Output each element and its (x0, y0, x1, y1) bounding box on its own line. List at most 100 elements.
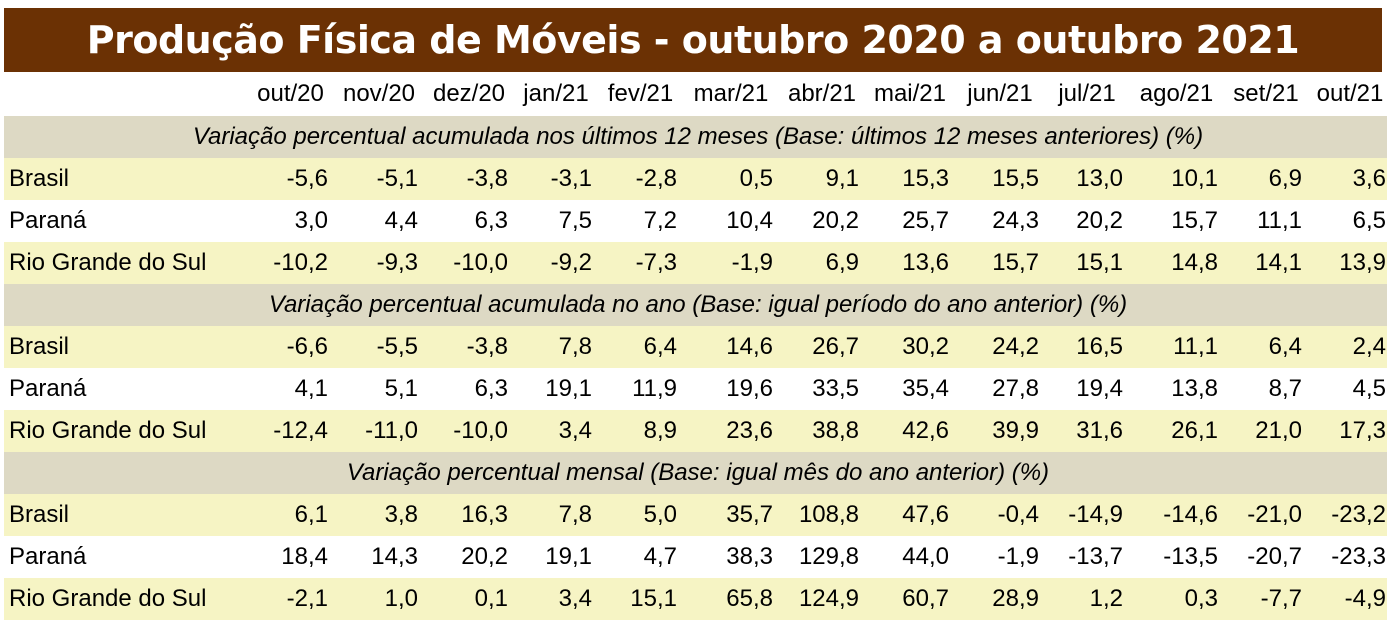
value-cell: -3,8 (424, 158, 514, 200)
column-header: out/21 (1308, 72, 1387, 116)
row-label: Paraná (4, 536, 247, 578)
value-cell: -10,2 (247, 242, 334, 284)
value-cell: 8,9 (598, 410, 683, 452)
value-cell: -23,2 (1308, 494, 1387, 536)
value-cell: 15,1 (598, 578, 683, 620)
value-cell: 108,8 (779, 494, 865, 536)
value-cell: -6,6 (247, 326, 334, 368)
value-cell: 42,6 (865, 410, 955, 452)
row-label: Paraná (4, 200, 247, 242)
value-cell: -10,0 (424, 410, 514, 452)
value-cell: 33,5 (779, 368, 865, 410)
value-cell: 15,5 (955, 158, 1045, 200)
value-cell: 6,3 (424, 368, 514, 410)
section-heading-row: Variação percentual acumulada no ano (Ba… (4, 284, 1387, 326)
row-label: Rio Grande do Sul (4, 242, 247, 284)
header-corner-cell (4, 72, 247, 116)
value-cell: 3,0 (247, 200, 334, 242)
row-label: Brasil (4, 494, 247, 536)
value-cell: 35,4 (865, 368, 955, 410)
value-cell: 28,9 (955, 578, 1045, 620)
value-cell: 19,6 (683, 368, 779, 410)
value-cell: 3,6 (1308, 158, 1387, 200)
column-header: jul/21 (1045, 72, 1129, 116)
value-cell: 3,4 (514, 578, 598, 620)
value-cell: 21,0 (1224, 410, 1308, 452)
value-cell: 19,1 (514, 368, 598, 410)
table-row: Paraná 4,1 5,1 6,3 19,1 11,9 19,6 33,5 35,4 27,8 1… (4, 368, 1387, 410)
column-header: ago/21 (1129, 72, 1224, 116)
table-row: Paraná 3,0 4,4 6,3 7,5 7,2 10,4 20,2 25,7 24,3 20,… (4, 200, 1387, 242)
value-cell: 15,1 (1045, 242, 1129, 284)
column-header: fev/21 (598, 72, 683, 116)
column-header: mai/21 (865, 72, 955, 116)
value-cell: 20,2 (779, 200, 865, 242)
value-cell: -23,3 (1308, 536, 1387, 578)
value-cell: 26,1 (1129, 410, 1224, 452)
table-row: Rio Grande do Sul -10,2 -9,3 -10,0 -9,2 -7,3-… (4, 242, 1387, 284)
value-cell: 65,8 (683, 578, 779, 620)
value-cell: 23,6 (683, 410, 779, 452)
value-cell: 19,1 (514, 536, 598, 578)
value-cell: 27,8 (955, 368, 1045, 410)
table-row: Rio Grande do Sul -2,1 1,0 0,1 3,4 15,1 65,8 12… (4, 578, 1387, 620)
row-label: Rio Grande do Sul (4, 578, 247, 620)
value-cell: -5,1 (334, 158, 424, 200)
value-cell: 18,4 (247, 536, 334, 578)
value-cell: 6,4 (598, 326, 683, 368)
value-cell: 11,1 (1129, 326, 1224, 368)
value-cell: 24,3 (955, 200, 1045, 242)
column-header: jun/21 (955, 72, 1045, 116)
row-label: Rio Grande do Sul (4, 410, 247, 452)
value-cell: -7,7 (1224, 578, 1308, 620)
value-cell: 17,3 (1308, 410, 1387, 452)
value-cell: -10,0 (424, 242, 514, 284)
column-header: abr/21 (779, 72, 865, 116)
table-row: Brasil -5,6 -5,1 -3,8 -3,1 -2,8 0,5 9,1 15,3 15,5… (4, 158, 1387, 200)
value-cell: 16,5 (1045, 326, 1129, 368)
value-cell: 11,1 (1224, 200, 1308, 242)
value-cell: -20,7 (1224, 536, 1308, 578)
value-cell: -2,1 (247, 578, 334, 620)
value-cell: 15,7 (955, 242, 1045, 284)
value-cell: 6,3 (424, 200, 514, 242)
column-header-row: out/20 nov/20 dez/20 jan/21 fev/21 mar/21 abr/… (4, 72, 1387, 116)
value-cell: 38,3 (683, 536, 779, 578)
row-label: Paraná (4, 368, 247, 410)
section-heading: Variação percentual acumulada no ano (Ba… (4, 284, 1387, 326)
data-table: out/20 nov/20 dez/20 jan/21 fev/21 mar/21 abr/… (4, 72, 1387, 620)
value-cell: 38,8 (779, 410, 865, 452)
section-heading-row: Variação percentual acumulada nos último… (4, 116, 1387, 158)
table-row: Brasil -6,6 -5,5 -3,8 7,8 6,4 14,6 26,7 30,2 24,2… (4, 326, 1387, 368)
value-cell: -3,1 (514, 158, 598, 200)
value-cell: 7,5 (514, 200, 598, 242)
value-cell: 13,6 (865, 242, 955, 284)
value-cell: 30,2 (865, 326, 955, 368)
value-cell: 0,5 (683, 158, 779, 200)
row-label: Brasil (4, 326, 247, 368)
value-cell: -1,9 (683, 242, 779, 284)
value-cell: 4,5 (1308, 368, 1387, 410)
section-heading-row: Variação percentual mensal (Base: igual … (4, 452, 1387, 494)
value-cell: 9,1 (779, 158, 865, 200)
value-cell: 14,3 (334, 536, 424, 578)
value-cell: 14,6 (683, 326, 779, 368)
value-cell: 20,2 (424, 536, 514, 578)
table-row: Paraná 18,4 14,3 20,2 19,1 4,7 38,3 129,8 44,0 -1… (4, 536, 1387, 578)
value-cell: 129,8 (779, 536, 865, 578)
value-cell: 35,7 (683, 494, 779, 536)
value-cell: -13,7 (1045, 536, 1129, 578)
value-cell: 6,5 (1308, 200, 1387, 242)
value-cell: -9,2 (514, 242, 598, 284)
value-cell: -12,4 (247, 410, 334, 452)
value-cell: -7,3 (598, 242, 683, 284)
value-cell: 3,4 (514, 410, 598, 452)
value-cell: 19,4 (1045, 368, 1129, 410)
value-cell: 6,1 (247, 494, 334, 536)
column-header: set/21 (1224, 72, 1308, 116)
value-cell: 2,4 (1308, 326, 1387, 368)
value-cell: 47,6 (865, 494, 955, 536)
column-header: dez/20 (424, 72, 514, 116)
value-cell: 11,9 (598, 368, 683, 410)
